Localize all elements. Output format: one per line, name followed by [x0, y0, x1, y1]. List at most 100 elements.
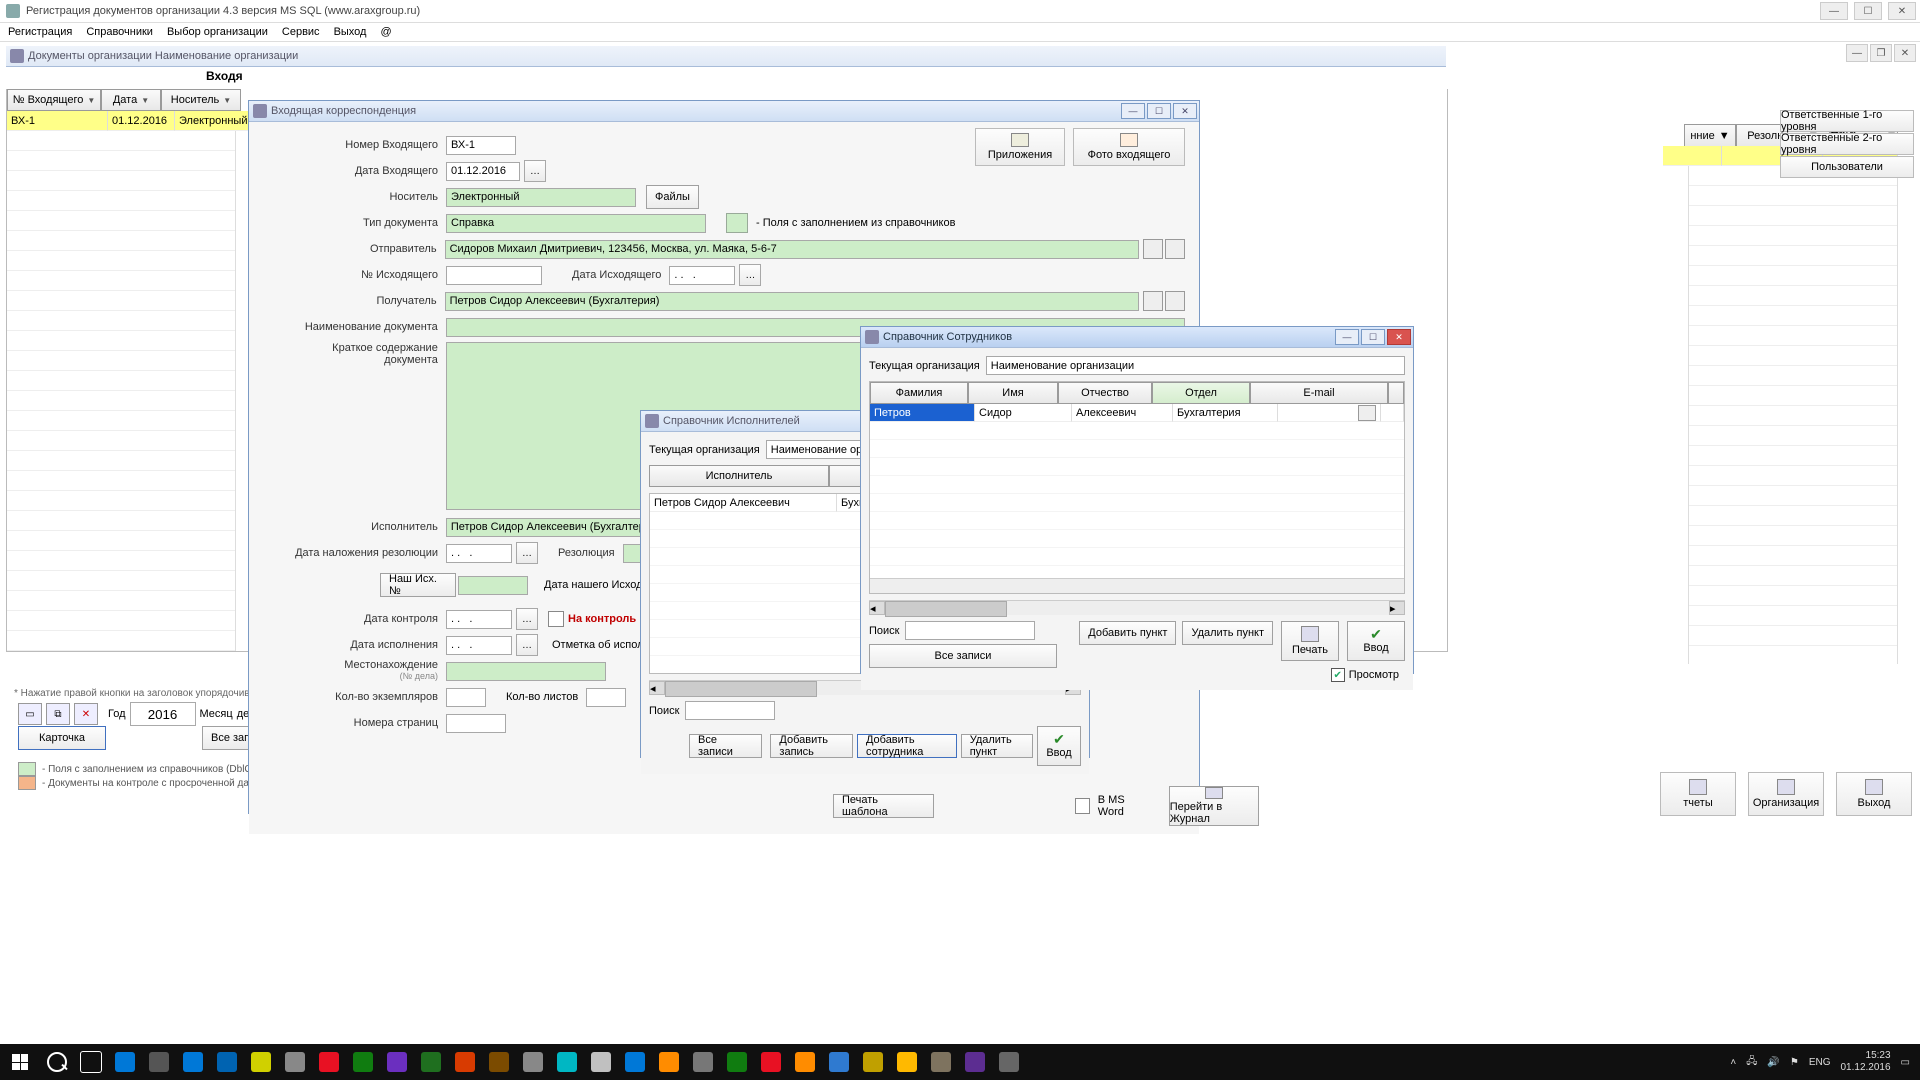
emp-delete-button[interactable]: Удалить пункт: [1182, 621, 1273, 645]
sheets-input[interactable]: [586, 688, 626, 707]
users-button[interactable]: Пользователи: [1780, 156, 1914, 178]
menu-exit[interactable]: Выход: [334, 26, 367, 38]
reports-button[interactable]: тчеты: [1660, 772, 1736, 816]
card-min-button[interactable]: —: [1121, 103, 1145, 119]
year-input[interactable]: [130, 702, 196, 726]
emp-hscroll[interactable]: ◂▸: [869, 600, 1405, 615]
out-date-picker[interactable]: …: [739, 264, 761, 286]
to-journal-button[interactable]: Перейти в Журнал: [1169, 786, 1259, 826]
menu-service[interactable]: Сервис: [282, 26, 320, 38]
msword-checkbox[interactable]: [1075, 798, 1090, 814]
taskbar-app-8[interactable]: [380, 1044, 414, 1080]
ctrldate-picker[interactable]: …: [516, 608, 538, 630]
card-close-button[interactable]: ✕: [1173, 103, 1197, 119]
taskbar-app-18[interactable]: [720, 1044, 754, 1080]
taskbar-app-10[interactable]: [448, 1044, 482, 1080]
carrier-input[interactable]: [446, 188, 636, 207]
taskbar-app-4[interactable]: [244, 1044, 278, 1080]
tray-clock[interactable]: 15:23 01.12.2016: [1840, 1050, 1890, 1074]
copies-input[interactable]: [446, 688, 486, 707]
taskbar-app-2[interactable]: [176, 1044, 210, 1080]
sender-card-icon[interactable]: [1165, 239, 1185, 259]
emp-row-edit-icon[interactable]: [1358, 405, 1376, 421]
exec-enter-button[interactable]: ✔Ввод: [1037, 726, 1081, 766]
col-carrier[interactable]: Носитель▼: [161, 89, 241, 111]
emp-view-checkbox[interactable]: ✔: [1331, 668, 1345, 682]
taskbar-app-13[interactable]: [550, 1044, 584, 1080]
responsible-l1-button[interactable]: Ответственные 1-го уровня: [1780, 110, 1914, 132]
taskbar-app-12[interactable]: [516, 1044, 550, 1080]
exec-add-record-button[interactable]: Добавить запись: [770, 734, 853, 758]
start-button[interactable]: [0, 1044, 40, 1080]
print-template-button[interactable]: Печать шаблона: [833, 794, 934, 818]
emp-print-button[interactable]: Печать: [1281, 621, 1339, 661]
recipient-input[interactable]: [445, 292, 1139, 311]
taskbar-app-11[interactable]: [482, 1044, 516, 1080]
taskbar-app-16[interactable]: [652, 1044, 686, 1080]
emp-col-email[interactable]: E-mail: [1250, 382, 1388, 404]
taskbar-app-6[interactable]: [312, 1044, 346, 1080]
our-out-no-button[interactable]: Наш Исх.№: [380, 573, 456, 597]
sender-lookup-icon[interactable]: [1143, 239, 1163, 259]
emp-col-dept[interactable]: Отдел: [1152, 382, 1250, 404]
task-search-icon[interactable]: [40, 1044, 74, 1080]
col-incoming-no[interactable]: № Входящего▼: [7, 89, 101, 111]
exec-delete-button[interactable]: Удалить пункт: [961, 734, 1033, 758]
menu-at[interactable]: @: [380, 26, 391, 38]
new-doc-icon[interactable]: ▭: [18, 703, 42, 725]
taskbar-app-17[interactable]: [686, 1044, 720, 1080]
recipient-card-icon[interactable]: [1165, 291, 1185, 311]
menu-registration[interactable]: Регистрация: [8, 26, 72, 38]
task-view-icon[interactable]: [74, 1044, 108, 1080]
exec-all-button[interactable]: Все записи: [689, 734, 762, 758]
app-maximize-button[interactable]: ☐: [1854, 2, 1882, 20]
mdi-restore-button[interactable]: ❐: [1870, 44, 1892, 62]
taskbar-app-20[interactable]: [788, 1044, 822, 1080]
emp-col-patronymic[interactable]: Отчество: [1058, 382, 1152, 404]
taskbar-app-23[interactable]: [890, 1044, 924, 1080]
taskbar-app-15[interactable]: [618, 1044, 652, 1080]
tray-sound-icon[interactable]: 🔊: [1767, 1057, 1779, 1068]
pages-input[interactable]: [446, 714, 506, 733]
tray-language[interactable]: ENG: [1809, 1057, 1831, 1068]
incoming-date-input[interactable]: [446, 162, 520, 181]
exit-button[interactable]: Выход: [1836, 772, 1912, 816]
responsible-l2-button[interactable]: Ответственные 2-го уровня: [1780, 133, 1914, 155]
emp-org-input[interactable]: [986, 356, 1405, 375]
mdi-min-button[interactable]: —: [1846, 44, 1868, 62]
exec-col-executor[interactable]: Исполнитель: [649, 465, 829, 487]
delete-icon[interactable]: ✕: [74, 703, 98, 725]
exec-search-input[interactable]: [685, 701, 775, 720]
recipient-lookup-icon[interactable]: [1143, 291, 1163, 311]
menu-directories[interactable]: Справочники: [86, 26, 153, 38]
emp-max-button[interactable]: ☐: [1361, 329, 1385, 345]
col-peek-0[interactable]: нние▼: [1684, 124, 1736, 148]
card-view-button[interactable]: Карточка: [18, 726, 106, 750]
emp-all-button[interactable]: Все записи: [869, 644, 1057, 668]
emp-close-button[interactable]: ✕: [1387, 329, 1411, 345]
tray-chevron-icon[interactable]: ˄: [1730, 1057, 1736, 1068]
taskbar-app-19[interactable]: [754, 1044, 788, 1080]
photo-button[interactable]: Фото входящего: [1073, 128, 1185, 166]
taskbar-app-24[interactable]: [924, 1044, 958, 1080]
taskbar-app-9[interactable]: [414, 1044, 448, 1080]
emp-row-selected[interactable]: Петров Сидор Алексеевич Бухгалтерия: [870, 404, 1404, 422]
taskbar-app-26[interactable]: [992, 1044, 1026, 1080]
card-max-button[interactable]: ☐: [1147, 103, 1171, 119]
out-date-input[interactable]: [669, 266, 735, 285]
attachments-button[interactable]: Приложения: [975, 128, 1065, 166]
our-out-no-input[interactable]: [458, 576, 528, 595]
taskbar-app-14[interactable]: [584, 1044, 618, 1080]
emp-col-firstname[interactable]: Имя: [968, 382, 1058, 404]
taskbar-app-22[interactable]: [856, 1044, 890, 1080]
out-no-input[interactable]: [446, 266, 542, 285]
date-picker-button[interactable]: …: [524, 160, 546, 182]
tray-notifications-icon[interactable]: ▭: [1901, 1057, 1910, 1068]
execdate-input[interactable]: [446, 636, 512, 655]
emp-enter-button[interactable]: ✔Ввод: [1347, 621, 1405, 661]
files-button[interactable]: Файлы: [646, 185, 699, 209]
emp-col-lastname[interactable]: Фамилия: [870, 382, 968, 404]
tray-network-icon[interactable]: 🖧: [1746, 1054, 1757, 1071]
taskbar-app-5[interactable]: [278, 1044, 312, 1080]
menu-select-org[interactable]: Выбор организации: [167, 26, 268, 38]
